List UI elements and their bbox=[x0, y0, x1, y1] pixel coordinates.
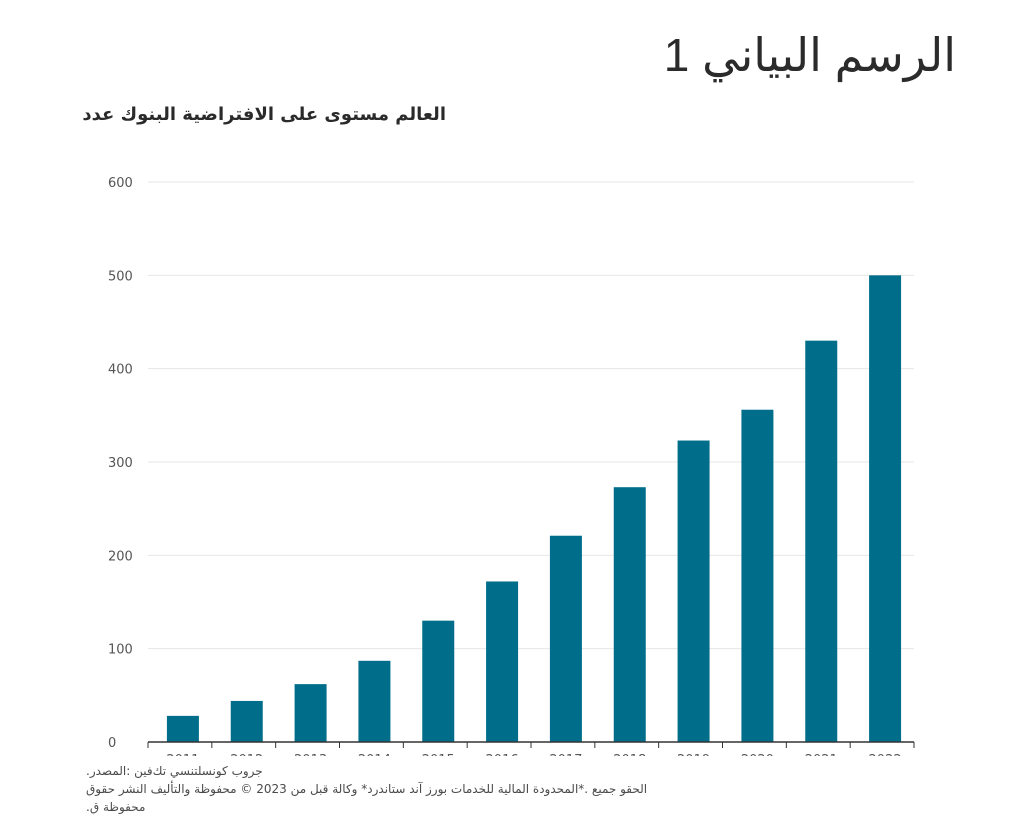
y-tick-label: 600 bbox=[108, 176, 133, 191]
source-line-3: .محفوظة ق bbox=[86, 800, 146, 814]
y-tick-label: 0 bbox=[108, 736, 116, 751]
bar-2011 bbox=[166, 715, 199, 742]
bar-2019 bbox=[677, 440, 710, 742]
bar-2017 bbox=[549, 535, 582, 742]
source-line-1: .جروب كونسلتنسي تك‌فين :المصدر bbox=[86, 764, 263, 778]
label-mask bbox=[80, 756, 940, 831]
bar-2021 bbox=[805, 340, 838, 742]
bar-2018 bbox=[613, 487, 646, 742]
y-tick-label: 400 bbox=[108, 363, 133, 378]
bar-2014 bbox=[358, 660, 391, 742]
y-tick-label: 100 bbox=[108, 643, 133, 658]
bar-2012 bbox=[230, 700, 263, 742]
y-tick-label: 200 bbox=[108, 549, 133, 564]
bar-2016 bbox=[486, 581, 519, 742]
source-line-2: الحقو جميع .*المحدودة المالية للخدمات بو… bbox=[86, 782, 648, 796]
bar-2022 bbox=[869, 275, 902, 742]
chart-title: العالم مستوى على الافتراضية البنوك عدد bbox=[82, 104, 446, 125]
source-note: .جروب كونسلتنسي تك‌فين :المصدر الحقو جمي… bbox=[86, 762, 786, 816]
figure-label: الرسم البياني 1 bbox=[663, 29, 956, 81]
bar-2015 bbox=[422, 620, 455, 742]
y-tick-label: 300 bbox=[108, 456, 133, 471]
y-tick-label: 500 bbox=[108, 269, 133, 284]
bar-2020 bbox=[741, 409, 774, 742]
bar-2013 bbox=[294, 684, 327, 742]
